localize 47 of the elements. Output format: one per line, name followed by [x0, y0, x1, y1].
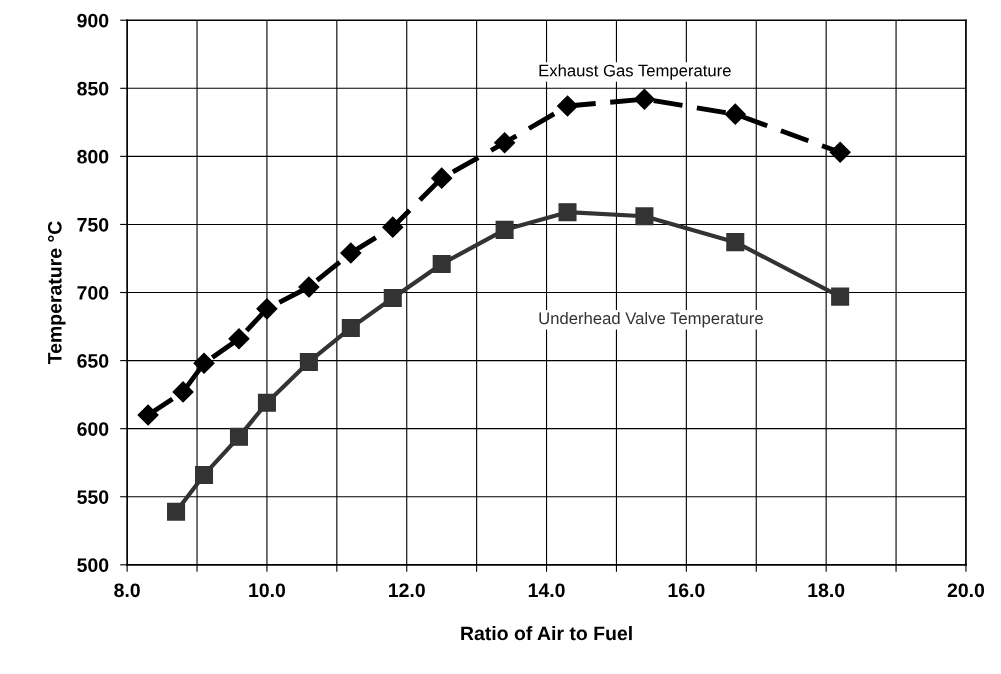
point — [382, 216, 404, 238]
y-tick-label: 550 — [77, 490, 109, 504]
point — [431, 167, 453, 189]
x-axis-title: Ratio of Air to Fuel — [461, 625, 632, 641]
point — [724, 103, 746, 125]
point — [167, 502, 186, 521]
x-tick-label: 14.0 — [528, 583, 565, 598]
point — [257, 393, 276, 412]
point — [635, 207, 654, 226]
point — [228, 328, 250, 350]
x-tick-label: 20.0 — [947, 583, 985, 598]
point — [194, 465, 214, 484]
point — [432, 254, 451, 273]
y-tick-label: 750 — [77, 217, 109, 232]
x-tick-label: 18.0 — [808, 583, 845, 598]
point — [340, 242, 362, 264]
point — [383, 288, 402, 307]
y-tick-label: 650 — [77, 354, 109, 368]
x-tick-label: 10.0 — [249, 583, 286, 598]
point — [829, 141, 851, 163]
point — [193, 352, 215, 374]
point — [633, 88, 655, 110]
point — [137, 404, 159, 426]
x-tick-label: 12.0 — [389, 583, 425, 598]
y-tick-label: 850 — [77, 81, 109, 96]
y-tick-label: 500 — [77, 558, 109, 573]
y-tick-label: 800 — [77, 149, 109, 164]
series-label: Exhaust Gas Temperature — [539, 64, 731, 80]
point — [299, 352, 318, 371]
point — [256, 298, 278, 320]
point — [229, 427, 249, 446]
point — [172, 381, 194, 403]
point — [494, 132, 516, 154]
y-tick-label: 700 — [77, 285, 109, 300]
x-tick-label: 16.0 — [668, 583, 705, 598]
x-tick-label: 8.0 — [114, 583, 140, 598]
point — [726, 233, 745, 252]
point — [558, 203, 577, 222]
point — [341, 318, 360, 337]
text: Underhead Valve Temperature — [539, 311, 763, 328]
y-axis-title: Temperature °C — [47, 221, 66, 365]
point — [495, 220, 514, 239]
point — [831, 287, 850, 306]
y-tick-label: 900 — [77, 13, 109, 28]
y-tick-label: 600 — [77, 422, 109, 436]
point — [298, 276, 320, 298]
point — [557, 95, 579, 117]
